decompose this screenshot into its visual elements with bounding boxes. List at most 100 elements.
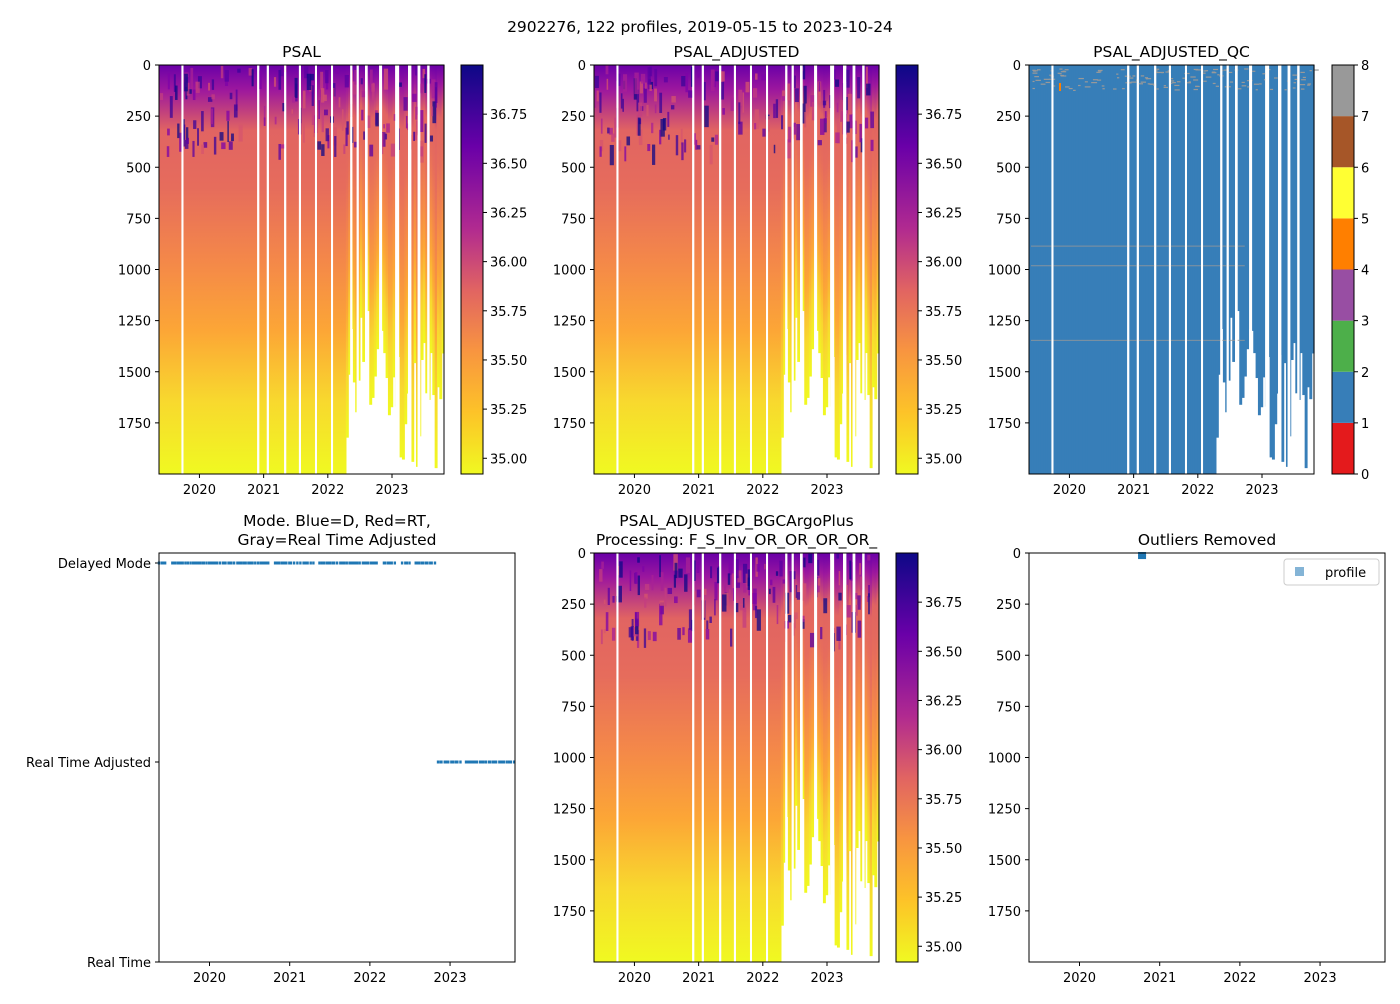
psal_adj-salinity-cell: [663, 77, 668, 83]
psal_adj-profile-column: [722, 65, 726, 474]
psal_qc-profile-gap: [1249, 65, 1253, 474]
psal-profile-column: [425, 65, 429, 394]
psal_adj-salinity-cell: [721, 71, 725, 82]
psal_bgc-salinity-cell: [651, 574, 654, 591]
psal-salinity-cell: [424, 123, 427, 143]
psal_qc-profile-column: [1059, 65, 1063, 474]
psal_adj-profile-column: [736, 65, 740, 474]
psal_bgc-salinity-cell: [674, 562, 678, 579]
psal-salinity-cell: [292, 96, 296, 103]
psal-profile-column: [275, 65, 279, 474]
psal-salinity-cell: [343, 144, 346, 154]
psal_adj-salinity-cell: [704, 105, 709, 128]
psal_qc-qc-flag: [1035, 79, 1041, 81]
psal-salinity-cell: [224, 69, 229, 82]
psal_adj-salinity-cell: [714, 134, 719, 145]
psal_adj-profile-column: [713, 65, 717, 474]
psal_qc-profile-column: [1311, 65, 1315, 354]
psal-salinity-cell: [431, 79, 436, 99]
mode-mode-point: [325, 561, 328, 565]
psal_adj-salinity-cell: [824, 111, 827, 124]
psal_adj-profile-column: [706, 65, 710, 474]
psal_bgc-profile-column: [778, 553, 782, 962]
psal-salinity-cell: [361, 109, 364, 121]
psal_adj-salinity-cell: [752, 88, 758, 98]
psal_bgc-profile-column: [752, 553, 756, 962]
psal-title: PSAL: [282, 43, 321, 61]
mode-mode-point: [481, 760, 484, 764]
psal_qc-profile-column: [1187, 65, 1191, 474]
psal_adj-profile-column: [857, 65, 861, 344]
outliers-legend-marker: [1295, 567, 1304, 576]
psal_bgc-profile-column: [738, 553, 742, 962]
psal-profile-column: [399, 65, 403, 458]
psal_adj-salinity-cell: [599, 146, 602, 157]
psal-salinity-cell: [278, 143, 281, 160]
psal_adj-profile-column: [671, 65, 675, 474]
psal_adj-profile-column: [673, 65, 677, 474]
psal-profile-column: [189, 65, 193, 474]
psal_bgc-profile-column: [612, 553, 616, 962]
mode-mode-point: [232, 561, 236, 565]
psal_bgc-profile-column: [727, 553, 731, 962]
outliers-ytick-label: 1000: [988, 752, 1021, 767]
psal-profile-column: [273, 65, 277, 474]
psal-salinity-cell: [311, 110, 317, 125]
psal_qc-profile-column: [1057, 65, 1060, 474]
psal-profile-column: [322, 65, 326, 474]
mode-mode-point: [356, 561, 359, 565]
psal_qc-qc-flag: [1182, 77, 1186, 79]
psal_bgc-salinity-cell: [789, 571, 793, 593]
psal_adj-salinity-cell: [690, 66, 693, 87]
figure-suptitle: 2902276, 122 profiles, 2019-05-15 to 202…: [507, 18, 893, 36]
psal-profile-column: [173, 65, 176, 474]
mode-mode-point: [475, 760, 479, 764]
psal_bgc-salinity-cell: [766, 590, 771, 600]
psal_adj-colorbar: [895, 64, 919, 475]
mode-mode-point: [205, 561, 208, 565]
psal-ytick-label: 1000: [118, 264, 151, 279]
psal-salinity-cell: [229, 92, 233, 100]
psal-profile-column: [357, 65, 361, 381]
psal_qc-profile-gap: [1201, 65, 1204, 474]
psal_adj-colorbar-label: 36.00: [925, 256, 962, 271]
psal-colorbar: [460, 64, 484, 475]
psal_bgc-salinity-cell: [728, 589, 731, 597]
psal_qc-axes: 2020 2021 2022 2023 0 250 500 750 1000 1250 1500 17…: [988, 43, 1315, 498]
mode-mode-point: [327, 561, 330, 565]
psal_qc-profile-column: [1178, 65, 1182, 474]
psal_bgc-salinity-cell: [685, 557, 691, 574]
psal-ytick-label: 750: [126, 212, 151, 227]
psal_adj-salinity-cell: [646, 104, 649, 117]
psal_qc-qc-flag: [1163, 85, 1166, 87]
psal_bgc-profile-gap: [719, 553, 722, 962]
psal_bgc-profile-column: [769, 553, 773, 962]
psal_qc-profile-column: [1129, 65, 1133, 474]
psal_qc-profile-column: [1197, 65, 1201, 474]
psal-profile-column: [362, 65, 366, 362]
psal_qc-qc-flag: [1294, 78, 1299, 81]
psal_bgc-salinity-cell: [850, 562, 854, 581]
psal_bgc-salinity-cell: [787, 614, 792, 623]
psal-salinity-cell: [186, 137, 189, 144]
psal-profile-column: [159, 65, 162, 474]
psal_bgc-profile-column: [626, 553, 630, 962]
psal_bgc-xtick-label: 2020: [618, 971, 651, 986]
mode-mode-point: [189, 561, 192, 565]
psal_adj-profile-column: [848, 65, 852, 364]
psal-profile-column: [210, 65, 214, 474]
mode-mode-point: [322, 561, 326, 565]
mode-mode-point: [436, 760, 440, 764]
psal_bgc-salinity-cell: [703, 599, 706, 618]
psal-profile-column: [161, 65, 165, 474]
psal_bgc-ytick-label: 0: [578, 547, 586, 562]
psal_qc-qc-flag: [1032, 72, 1038, 74]
psal-profile-column: [336, 65, 340, 474]
mode-axes: 2020 2021 2022 2023 Mode. Blue=D, Red=RT,Gra…: [158, 512, 516, 986]
psal_bgc-salinity-cell: [802, 583, 807, 601]
psal_adj-profile-gap: [791, 65, 794, 474]
psal_adj-profile-column: [846, 65, 850, 462]
psal_qc-profile-column: [1190, 65, 1194, 474]
psal_bgc-salinity-cell: [845, 584, 848, 600]
psal_qc-qc-flag: [1205, 70, 1209, 72]
